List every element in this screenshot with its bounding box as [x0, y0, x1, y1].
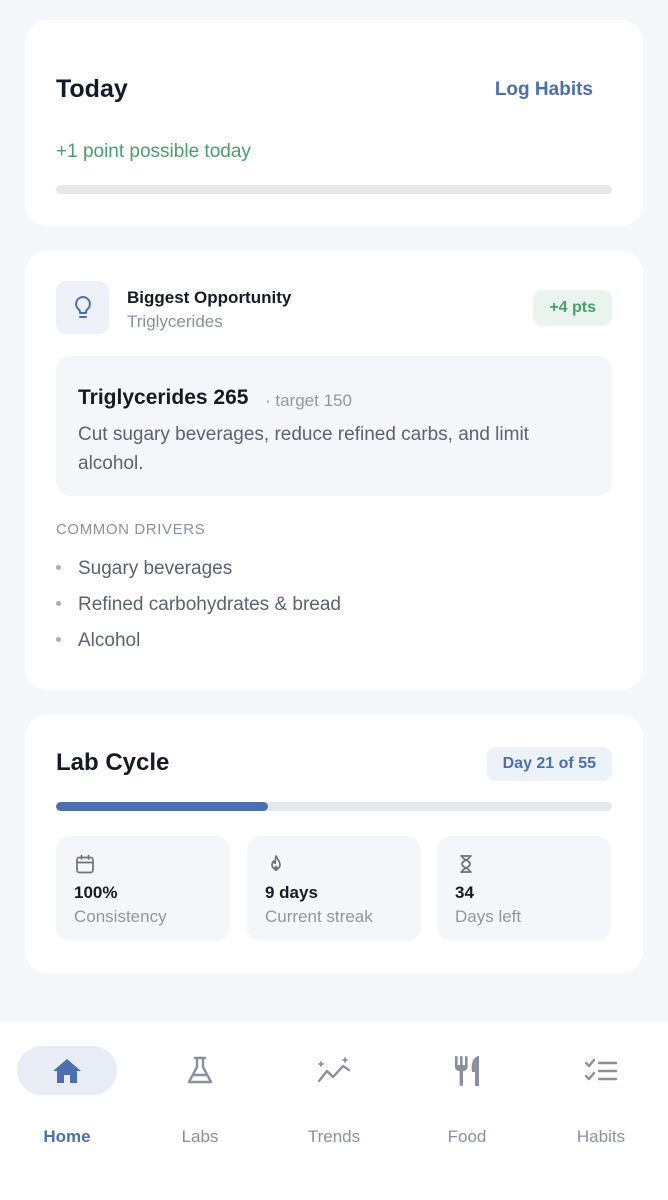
trends-icon	[317, 1056, 351, 1082]
metric-target: · target 150	[265, 391, 352, 410]
list-item: Refined carbohydrates & bread	[56, 587, 341, 623]
stat-value: 100%	[74, 883, 118, 902]
fork-knife-icon	[455, 1055, 479, 1086]
lab-cycle-title: Lab Cycle	[56, 749, 170, 776]
nav-label: Food	[447, 1127, 487, 1146]
opportunity-title: Biggest Opportunity	[127, 288, 292, 307]
stat-label: Days left	[455, 907, 522, 926]
hourglass-icon	[460, 855, 472, 873]
opportunity-subtitle: Triglycerides	[127, 312, 223, 331]
stat-days-left: 34 Days left	[437, 836, 611, 941]
lab-cycle-card: Lab Cycle Day 21 of 55 100% Consistency …	[25, 715, 643, 973]
stat-streak: 9 days Current streak	[247, 836, 421, 941]
list-item: Alcohol	[56, 623, 341, 659]
lightbulb-icon-box	[56, 281, 109, 334]
stat-label: Current streak	[265, 907, 373, 926]
nav-label: Home	[43, 1127, 91, 1146]
nav-label: Trends	[307, 1127, 361, 1146]
nav-label: Habits	[576, 1127, 626, 1146]
today-title: Today	[56, 75, 128, 103]
home-icon	[53, 1058, 81, 1083]
bottom-nav: Home Labs Trends	[0, 1022, 668, 1200]
drivers-list: Sugary beverages Refined carbohydrates &…	[56, 551, 341, 659]
stat-label: Consistency	[74, 907, 167, 926]
lab-cycle-progress-fill	[56, 802, 269, 811]
nav-item-trends[interactable]: Trends	[284, 1046, 384, 1146]
day-badge: Day 21 of 55	[486, 747, 612, 781]
flame-icon	[271, 855, 281, 871]
list-item: Sugary beverages	[56, 551, 341, 587]
opportunity-card: Biggest Opportunity Triglycerides +4 pts…	[25, 251, 643, 690]
checklist-icon	[584, 1058, 618, 1080]
nav-label: Labs	[181, 1127, 219, 1146]
lab-cycle-progress-bar	[56, 802, 612, 811]
metric-advice: Cut sugary beverages, reduce refined car…	[78, 424, 529, 474]
metric-value: Triglycerides 265	[78, 386, 249, 409]
stat-consistency: 100% Consistency	[56, 836, 230, 941]
calendar-icon	[76, 854, 94, 874]
points-badge: +4 pts	[533, 290, 612, 326]
nav-item-habits[interactable]: Habits	[551, 1046, 651, 1146]
metric-panel: Triglycerides 265 · target 150 Cut sugar…	[56, 356, 612, 496]
flask-icon	[187, 1056, 213, 1083]
today-card: Today Log Habits +1 point possible today	[25, 20, 643, 226]
log-habits-button[interactable]: Log Habits	[494, 79, 593, 100]
nav-item-labs[interactable]: Labs	[150, 1046, 250, 1146]
nav-item-home[interactable]: Home	[17, 1046, 117, 1146]
today-progress-bar	[56, 185, 612, 194]
points-possible-text: +1 point possible today	[56, 141, 251, 162]
lightbulb-icon	[74, 295, 91, 318]
nav-item-food[interactable]: Food	[417, 1046, 517, 1146]
drivers-heading: COMMON DRIVERS	[56, 521, 206, 538]
stat-value: 9 days	[265, 883, 318, 902]
stat-value: 34	[455, 883, 474, 902]
